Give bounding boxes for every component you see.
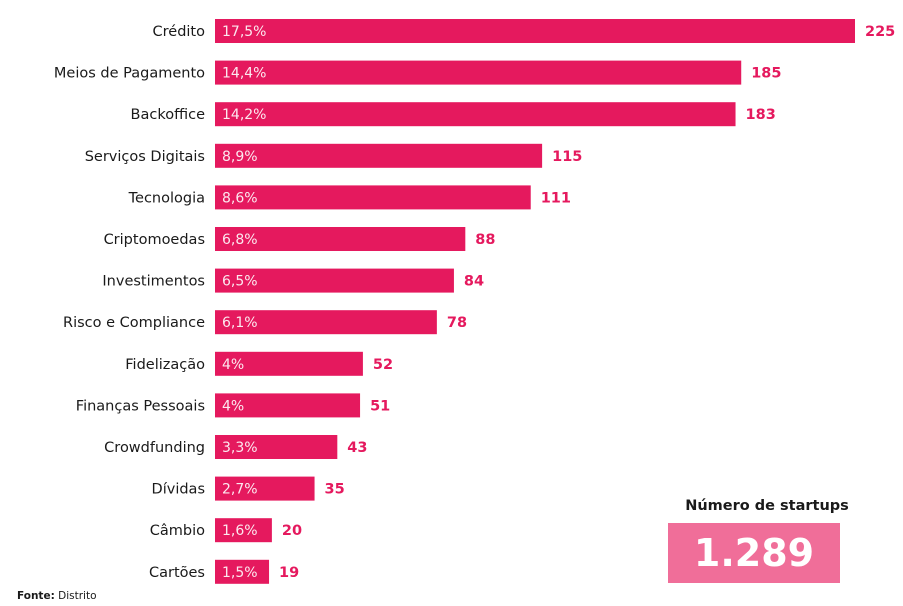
bar	[215, 310, 437, 335]
bar	[215, 268, 454, 293]
category-label: Crowdfunding	[104, 440, 205, 456]
category-label: Meios de Pagamento	[54, 66, 205, 82]
category-label: Risco e Compliance	[63, 315, 205, 331]
bar	[215, 476, 315, 501]
category-label: Crédito	[153, 24, 206, 40]
bar	[215, 393, 361, 418]
bar	[215, 19, 855, 43]
value-label: 183	[746, 107, 776, 123]
percent-label: 4%	[222, 357, 244, 373]
category-label: Backoffice	[131, 107, 206, 123]
percent-label: 4%	[222, 398, 244, 414]
bar	[215, 227, 466, 251]
value-label: 225	[865, 24, 895, 40]
percent-label: 6,5%	[222, 274, 258, 290]
percent-label: 6,1%	[222, 315, 258, 331]
percent-label: 1,6%	[222, 523, 258, 539]
value-label: 52	[373, 357, 393, 373]
percent-label: 14,4%	[222, 66, 266, 82]
category-label: Cartões	[149, 565, 205, 581]
bar	[215, 60, 742, 85]
percent-label: 3,3%	[222, 440, 258, 456]
total-startups-title: Número de startups	[685, 498, 849, 514]
percent-label: 1,5%	[222, 565, 258, 581]
percent-label: 6,8%	[222, 232, 258, 248]
category-label: Fidelização	[125, 357, 205, 373]
value-label: 78	[447, 315, 467, 331]
bar	[215, 559, 270, 584]
value-label: 115	[552, 149, 582, 165]
bar	[215, 143, 543, 168]
bar	[215, 351, 363, 376]
bar	[215, 518, 272, 543]
percent-label: 17,5%	[222, 24, 266, 40]
source-prefix: Fonte:	[17, 590, 55, 602]
value-label: 88	[475, 232, 495, 248]
value-label: 111	[541, 190, 571, 206]
bar	[215, 435, 338, 459]
value-label: 35	[325, 482, 345, 498]
value-label: 185	[751, 66, 781, 82]
total-startups-panel: Número de startups 1.289	[667, 493, 867, 583]
category-label: Dívidas	[152, 482, 205, 498]
source-note: Fonte: Distrito	[17, 590, 97, 602]
category-label: Câmbio	[150, 523, 205, 539]
value-label: 51	[370, 398, 390, 414]
value-label: 19	[279, 565, 299, 581]
value-label: 43	[347, 440, 367, 456]
category-label: Tecnologia	[128, 190, 205, 206]
category-label: Investimentos	[102, 274, 205, 290]
category-label: Serviços Digitais	[85, 149, 205, 165]
value-label: 20	[282, 523, 302, 539]
percent-label: 14,2%	[222, 107, 266, 123]
bar	[215, 102, 736, 127]
bar	[215, 185, 531, 210]
total-startups-value: 1.289	[668, 523, 840, 583]
source-text: Distrito	[58, 590, 97, 602]
percent-label: 2,7%	[222, 482, 258, 498]
value-label: 84	[464, 274, 484, 290]
category-label: Criptomoedas	[104, 232, 205, 248]
category-label: Finanças Pessoais	[76, 398, 205, 414]
percent-label: 8,6%	[222, 190, 258, 206]
percent-label: 8,9%	[222, 149, 258, 165]
